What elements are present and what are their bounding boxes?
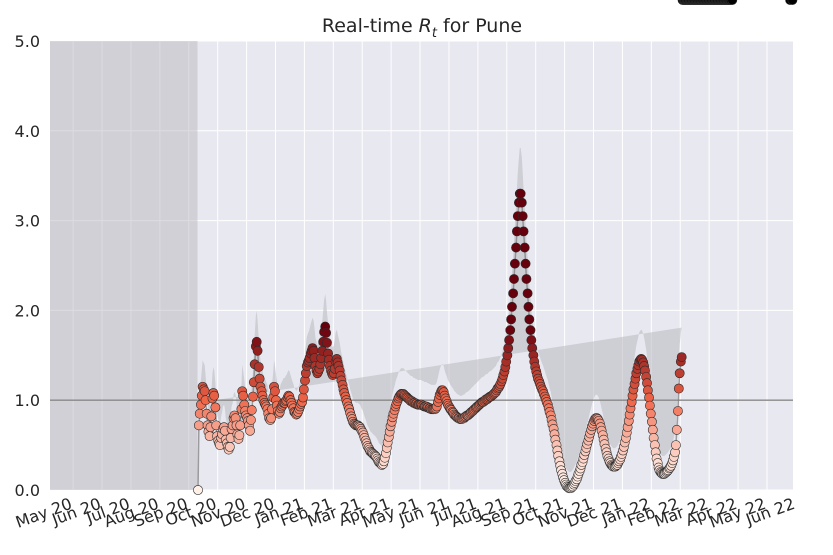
data-point bbox=[270, 386, 280, 397]
data-point bbox=[525, 325, 536, 336]
data-point bbox=[671, 424, 682, 435]
data-point bbox=[199, 386, 210, 397]
data-point bbox=[787, 0, 798, 5]
data-point bbox=[644, 392, 654, 403]
uncertainty-band bbox=[198, 147, 682, 472]
data-point bbox=[507, 301, 517, 312]
data-point bbox=[645, 408, 656, 419]
y-tick-label: 3.0 bbox=[15, 212, 40, 231]
data-point bbox=[224, 441, 235, 452]
data-point bbox=[727, 0, 738, 5]
data-point bbox=[246, 405, 257, 415]
data-point bbox=[193, 420, 204, 431]
data-point bbox=[644, 400, 655, 411]
data-point bbox=[234, 430, 245, 441]
data-point bbox=[322, 337, 332, 348]
shaded-overlay bbox=[50, 41, 198, 490]
data-point bbox=[298, 392, 308, 403]
data-point bbox=[673, 383, 684, 394]
y-tick-label: 2.0 bbox=[15, 301, 40, 320]
data-point bbox=[321, 327, 331, 338]
data-point bbox=[505, 325, 516, 336]
data-point bbox=[511, 242, 521, 253]
data-point bbox=[517, 211, 528, 222]
y-tick-label: 0.0 bbox=[15, 481, 40, 500]
data-point bbox=[515, 188, 526, 199]
data-point bbox=[506, 314, 517, 325]
data-point bbox=[526, 335, 537, 345]
data-point bbox=[516, 197, 527, 208]
data-point bbox=[206, 411, 217, 422]
data-point bbox=[209, 390, 220, 401]
data-point bbox=[521, 274, 532, 284]
data-point bbox=[193, 485, 203, 495]
data-point bbox=[504, 335, 514, 345]
data-point bbox=[253, 362, 264, 372]
data-point bbox=[524, 314, 535, 325]
chart-title: Real-time Rt for Pune bbox=[322, 15, 522, 41]
data-point bbox=[248, 391, 258, 402]
data-point bbox=[519, 242, 530, 253]
data-point bbox=[503, 343, 514, 354]
data-point bbox=[647, 416, 657, 427]
data-point bbox=[671, 440, 681, 450]
data-point bbox=[676, 352, 687, 362]
data-point bbox=[520, 258, 531, 269]
data-point bbox=[508, 288, 519, 299]
data-point bbox=[238, 390, 249, 401]
plot-area bbox=[50, 0, 798, 495]
data-point bbox=[647, 424, 658, 435]
data-point bbox=[509, 258, 520, 269]
data-point bbox=[251, 336, 262, 347]
data-point bbox=[298, 384, 309, 395]
data-point bbox=[674, 368, 685, 379]
y-tick-label: 1.0 bbox=[15, 391, 40, 410]
data-point bbox=[509, 274, 519, 284]
data-point bbox=[518, 226, 529, 237]
data-point bbox=[245, 425, 255, 436]
y-axis: 0.0 1.0 2.0 3.0 4.0 5.0 bbox=[15, 32, 40, 500]
data-point bbox=[252, 345, 263, 356]
y-tick-label: 5.0 bbox=[15, 32, 40, 51]
y-tick-label: 4.0 bbox=[15, 122, 40, 141]
data-point bbox=[246, 415, 256, 425]
data-point bbox=[673, 406, 683, 416]
data-point bbox=[210, 402, 221, 413]
data-point bbox=[522, 288, 533, 299]
data-point bbox=[254, 373, 265, 384]
data-point bbox=[523, 301, 534, 312]
